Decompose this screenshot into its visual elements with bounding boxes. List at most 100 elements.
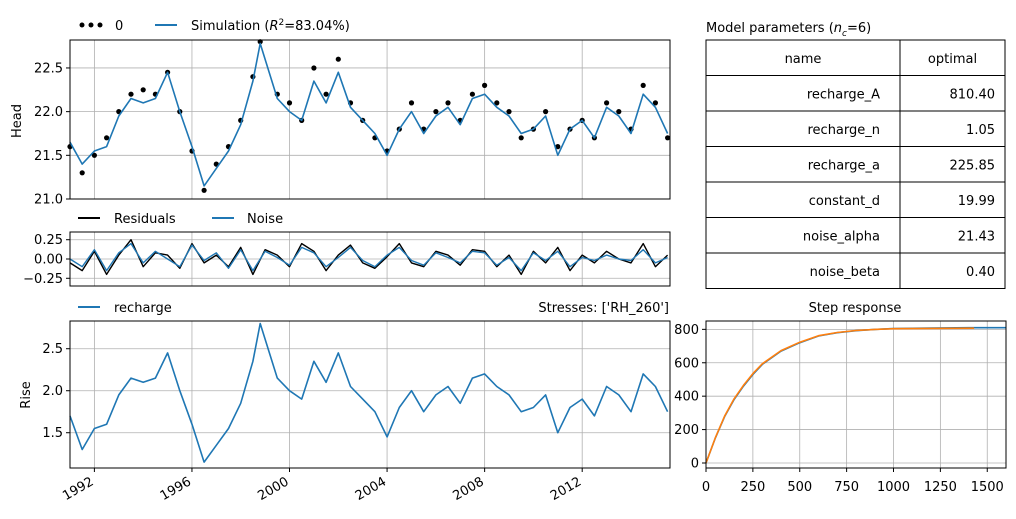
observed-point <box>604 100 610 106</box>
table-param-name: noise_alpha <box>803 229 880 244</box>
observed-point <box>445 100 451 106</box>
table-param-value: 21.43 <box>958 229 995 244</box>
observed-point <box>555 144 561 150</box>
recharge-y-tick-label: 2.5 <box>42 342 63 357</box>
param-table: Model parameters (nc=6) name optimal recha… <box>705 21 1006 289</box>
observed-point <box>128 91 134 97</box>
legend-dot <box>97 22 103 28</box>
table-value-cell <box>899 146 1006 183</box>
residuals-grid <box>70 232 670 286</box>
step-y-tick-label: 800 <box>674 323 699 338</box>
head-ylabel: Head <box>10 104 25 138</box>
step-x-tick-label: 1500 <box>971 480 1004 495</box>
recharge-grid <box>70 321 670 468</box>
recharge-x-tick-label: 2008 <box>450 474 486 504</box>
simulation-line <box>69 42 669 187</box>
step-x-tick-label: 500 <box>787 480 812 495</box>
step-response-line-1 <box>705 327 975 464</box>
step-y-tick-label: 600 <box>674 356 699 371</box>
table-value-cell <box>899 75 1006 112</box>
recharge-line <box>69 322 669 463</box>
step-response-line-0 <box>705 326 1006 464</box>
recharge-yticks: 1.5 2.0 2.5 <box>42 342 70 441</box>
observed-point <box>323 91 329 97</box>
recharge-ylabel: Rise <box>19 381 34 408</box>
head-y-tick-label: 21.0 <box>34 193 63 208</box>
observed-point <box>408 100 415 106</box>
observed-point <box>494 100 500 106</box>
head-y-tick-label: 21.5 <box>34 149 63 164</box>
table-param-value: 225.85 <box>950 158 996 173</box>
table-param-value: 810.40 <box>950 87 996 102</box>
head-axes <box>69 39 671 200</box>
table-param-name: noise_beta <box>810 265 880 280</box>
observed-point <box>665 135 671 141</box>
observed-point <box>335 56 341 62</box>
step-response-panel: Step response 0 200 400 600 800 0 250 500 750 10… <box>674 301 1007 495</box>
table-header-name: name <box>785 52 822 67</box>
head-panel: 0 Simulation (R2=83.04%) 21.0 21.5 22.0 22.… <box>10 18 671 208</box>
recharge-y-tick-label: 2.0 <box>42 384 63 399</box>
residuals-y-tick-label: −0.25 <box>23 272 63 287</box>
observed-point <box>140 87 146 93</box>
step-xticks: 0 250 500 750 1000 1250 1500 <box>702 468 1004 495</box>
observed-point <box>469 91 475 97</box>
step-axes <box>705 320 1007 469</box>
observed-point <box>652 100 659 106</box>
step-x-tick-label: 1000 <box>877 480 910 495</box>
param-table-body: name optimal recharge_A 810.40 recharge_n 1.0… <box>705 39 1006 289</box>
head-series <box>67 39 671 193</box>
legend-label-recharge: recharge <box>114 301 172 316</box>
recharge-x-tick-label: 2004 <box>353 474 389 504</box>
recharge-xticks: 1992 1996 2000 2004 2008 2012 <box>60 468 584 504</box>
legend-dot <box>88 22 94 28</box>
table-param-value: 0.40 <box>966 265 995 280</box>
observed-point <box>616 109 622 115</box>
table-header-cell <box>899 39 1006 76</box>
table-name-cell <box>705 110 901 147</box>
recharge-panel: recharge Stresses: ['RH_260'] 1.52.02.5 … <box>19 301 671 504</box>
legend-label-noise: Noise <box>247 212 283 227</box>
head-grid <box>70 40 670 200</box>
table-param-name: recharge_A <box>807 87 880 102</box>
recharge-stresses-title: Stresses: ['RH_260'] <box>538 301 669 316</box>
step-x-tick-label: 0 <box>702 480 710 495</box>
table-param-name: recharge_a <box>808 158 880 173</box>
observed-point <box>286 100 293 106</box>
recharge-series <box>69 322 669 463</box>
observed-point <box>640 82 646 88</box>
recharge-legend: recharge <box>78 301 172 316</box>
head-legend: 0 Simulation (R2=83.04%) <box>79 18 350 34</box>
legend-label-simulation: Simulation (R2=83.04%) <box>191 18 350 34</box>
observed-point <box>482 82 488 88</box>
residuals-line <box>69 238 669 276</box>
step-x-tick-label: 750 <box>834 480 859 495</box>
step-series <box>705 326 1006 464</box>
recharge-x-tick-label: 2012 <box>548 474 584 504</box>
observed-point <box>518 135 524 141</box>
head-y-tick-label: 22.5 <box>34 61 63 76</box>
residuals-legend: Residuals Noise <box>78 212 283 227</box>
head-y-tick-label: 22.0 <box>34 105 63 120</box>
recharge-x-tick-label: 1992 <box>60 474 96 504</box>
step-y-tick-label: 400 <box>674 390 699 405</box>
step-response-title: Step response <box>809 301 902 316</box>
observed-point <box>311 65 317 71</box>
step-x-tick-label: 1250 <box>924 480 957 495</box>
recharge-x-tick-label: 2000 <box>255 474 291 504</box>
observed-point <box>91 152 97 158</box>
table-name-cell <box>705 252 901 289</box>
observed-point <box>433 109 439 115</box>
observed-point <box>104 135 110 141</box>
residuals-panel: Residuals Noise −0.25 0.00 0.25 <box>23 212 671 287</box>
table-value-cell <box>899 217 1006 254</box>
step-yticks: 0 200 400 600 800 <box>674 323 706 471</box>
noise-line <box>69 242 668 272</box>
legend-label-residuals: Residuals <box>114 212 176 227</box>
step-y-tick-label: 200 <box>674 423 699 438</box>
table-value-cell <box>899 252 1006 289</box>
recharge-axes <box>69 320 671 469</box>
legend-dot <box>79 22 85 28</box>
residuals-y-tick-label: 0.25 <box>34 233 63 248</box>
residuals-series <box>69 238 669 276</box>
